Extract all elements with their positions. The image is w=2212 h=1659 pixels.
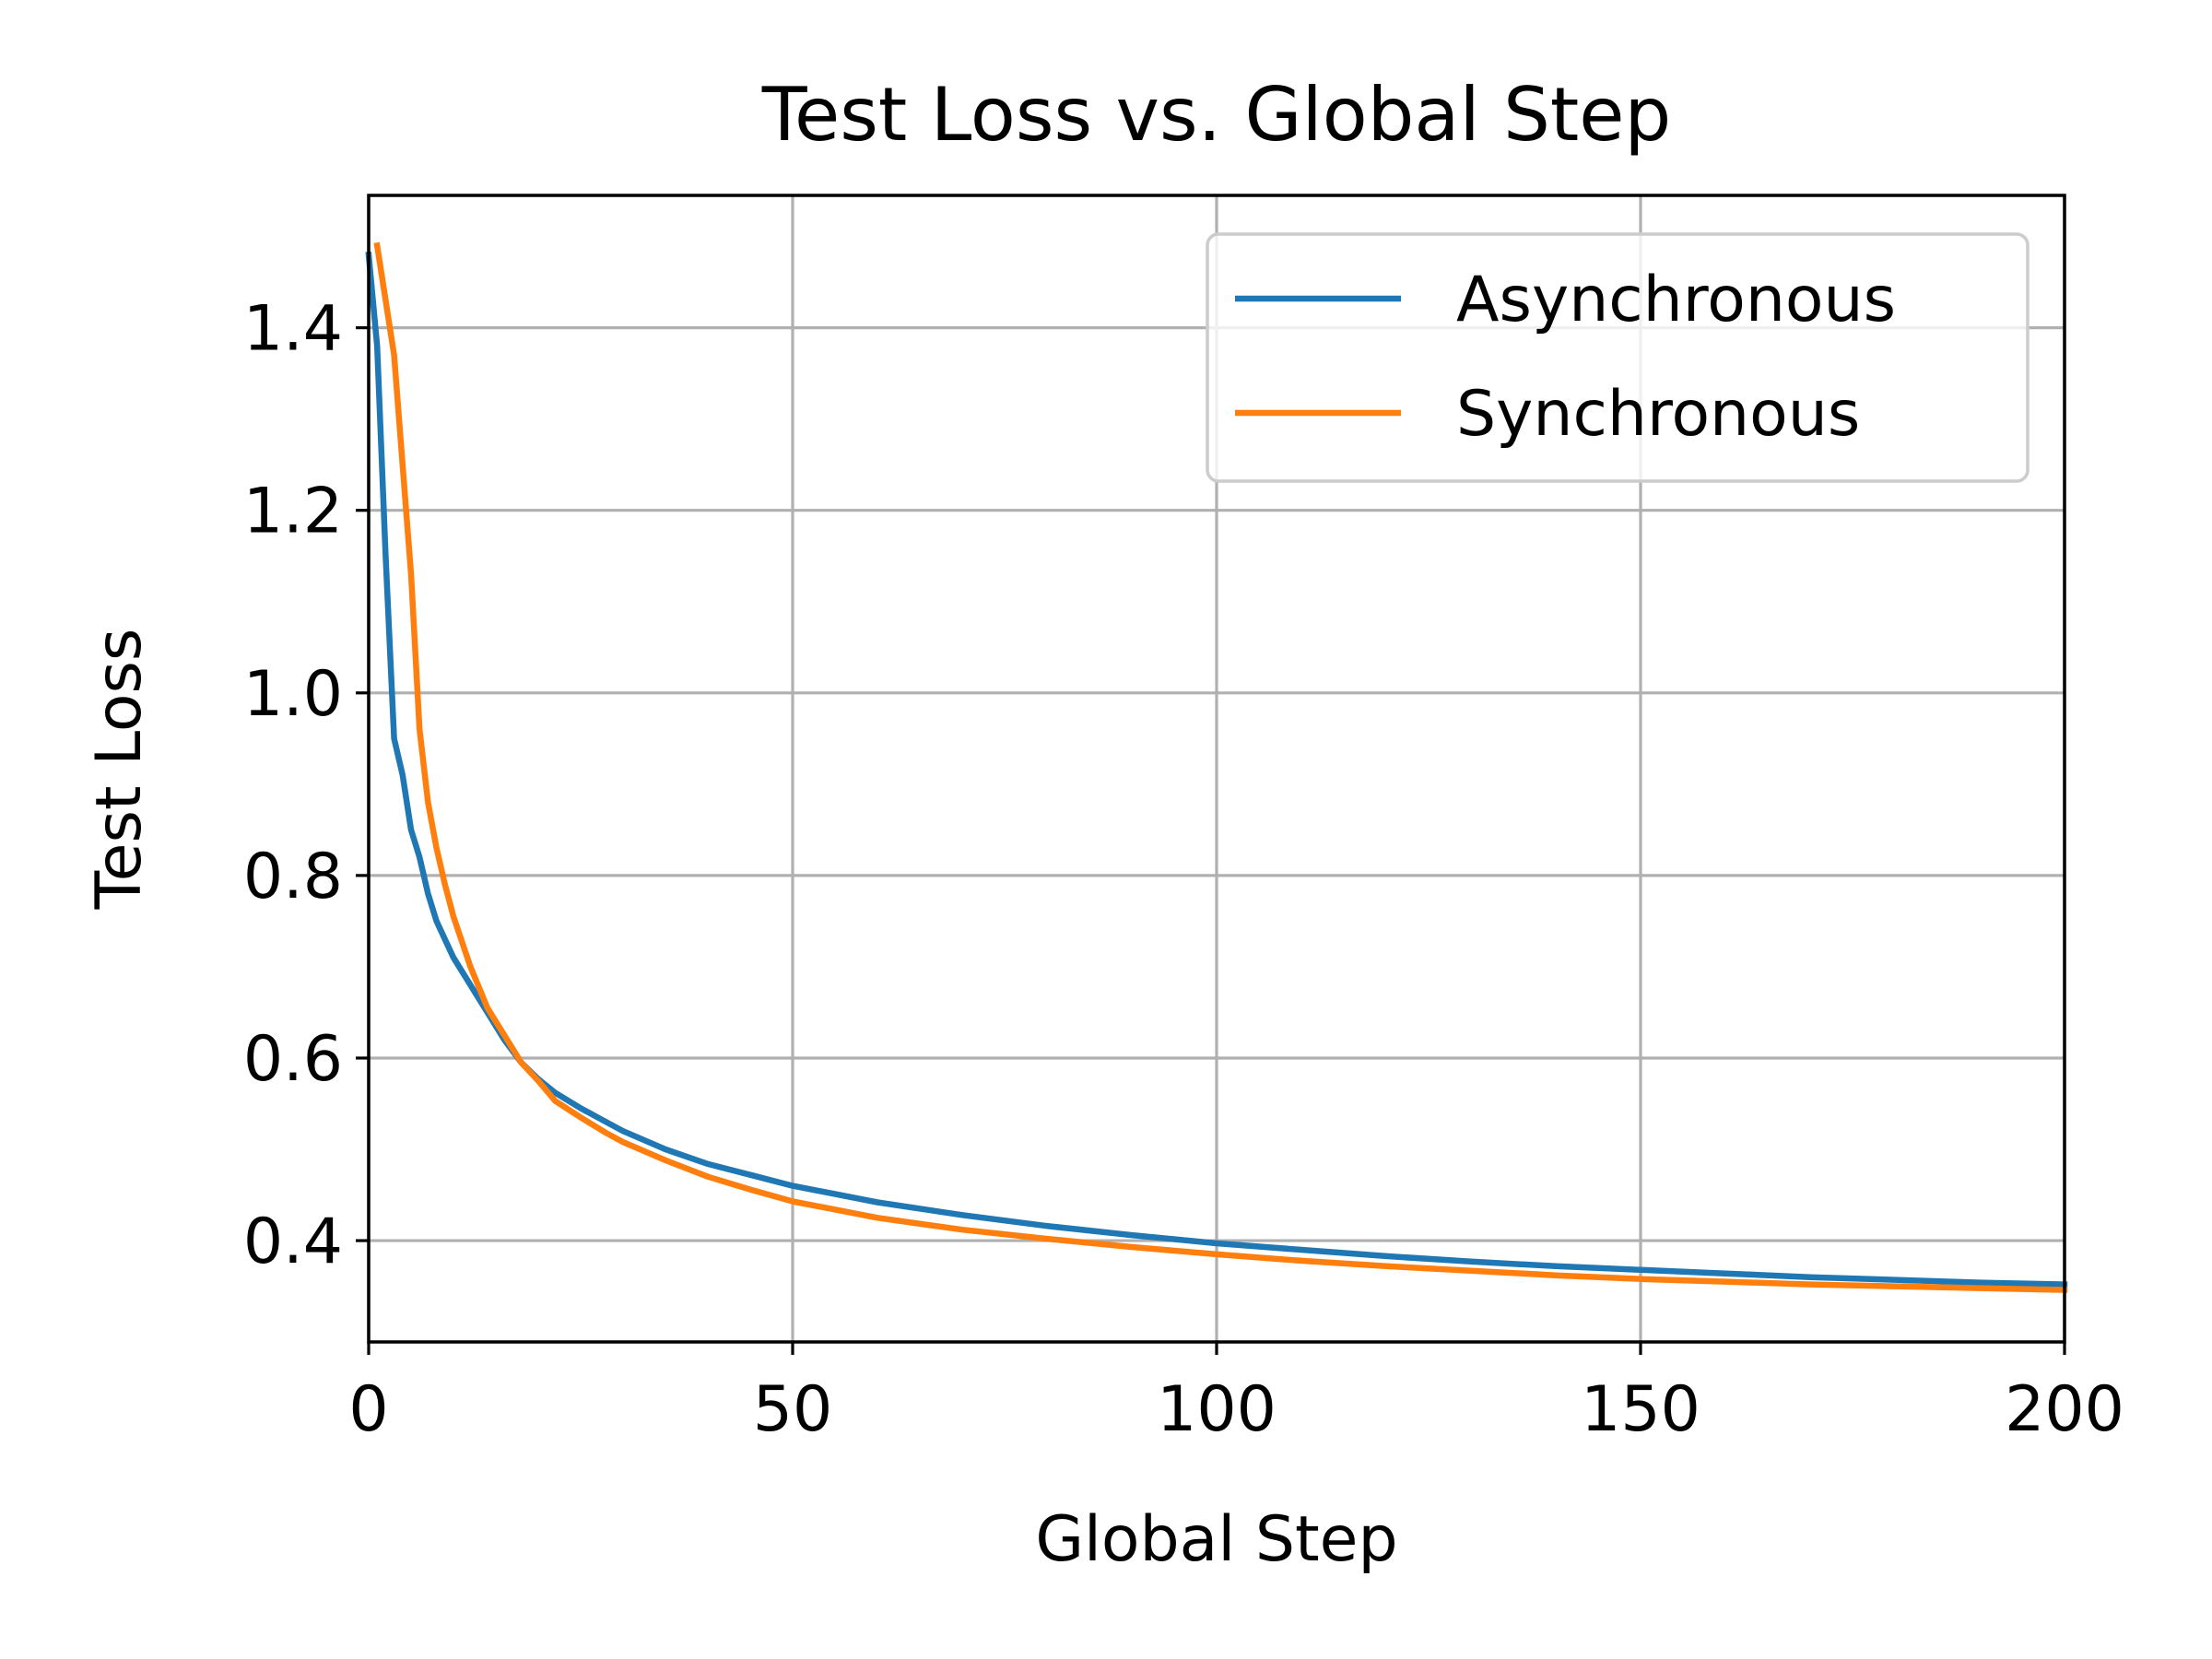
y-tick-label: 0.6: [243, 1023, 343, 1096]
y-tick-label: 0.4: [243, 1206, 343, 1278]
x-tick-label: 50: [753, 1373, 833, 1446]
legend-label-synchronous: Synchronous: [1456, 378, 1860, 451]
y-tick-label: 1.0: [243, 658, 343, 731]
legend-box: [1206, 232, 2030, 483]
legend: Asynchronous Synchronous: [1206, 232, 2030, 483]
x-axis: 0 50 100 150 200: [348, 1342, 2124, 1446]
x-axis-title: Global Step: [1035, 1503, 1397, 1576]
y-tick-label: 1.4: [243, 293, 343, 366]
series-line-asynchronous: [365, 251, 2068, 1288]
x-tick-label: 0: [348, 1373, 388, 1446]
x-tick-label: 100: [1157, 1373, 1277, 1446]
x-tick-label: 150: [1581, 1373, 1700, 1446]
y-axis-title: Test Loss: [83, 629, 156, 911]
x-tick-label: 200: [2005, 1373, 2124, 1446]
legend-label-asynchronous: Asynchronous: [1456, 264, 1896, 336]
y-axis: 0.4 0.6 0.8 1.0 1.2 1.4: [243, 293, 369, 1278]
series-line-synchronous: [373, 241, 2068, 1293]
series-lines: [365, 241, 2068, 1293]
y-tick-label: 1.2: [243, 476, 343, 548]
y-tick-label: 0.8: [243, 841, 343, 913]
chart-title: Test Loss vs. Global Step: [761, 72, 1672, 158]
